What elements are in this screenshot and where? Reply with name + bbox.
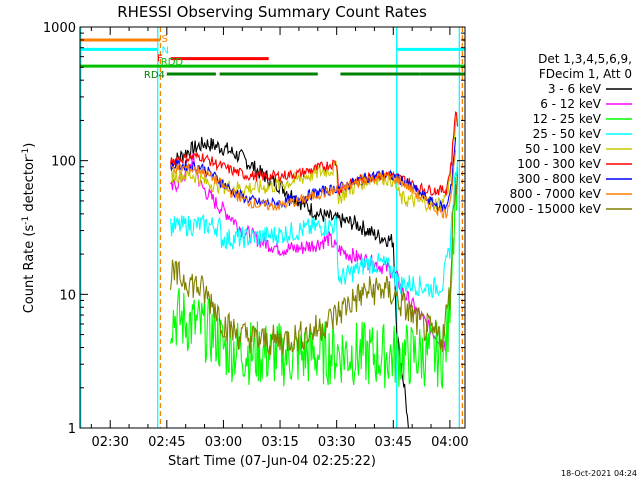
flag-label-rd4: RD4 <box>144 70 165 81</box>
flag-label-n: N <box>162 45 169 56</box>
flag-label-s: S <box>162 34 168 45</box>
series-line <box>170 160 459 299</box>
x-tick-label: 02:45 <box>148 435 185 450</box>
series-lines <box>170 111 459 429</box>
x-tick-label: 03:00 <box>205 435 242 450</box>
flag-label-f: F <box>157 54 163 65</box>
x-tick-label: 02:30 <box>91 435 128 450</box>
footer-date: 18-Oct-2021 04:24 <box>561 469 637 478</box>
series-line <box>170 150 457 219</box>
legend-entry-label: 25 - 50 keV <box>533 127 602 141</box>
legend-entry-label: 800 - 7000 keV <box>510 187 602 201</box>
legend-entry-label: 3 - 6 keV <box>548 82 602 96</box>
legend-entry-label: 6 - 12 keV <box>540 97 602 111</box>
series-line <box>170 136 409 429</box>
legend-entry-label: 7000 - 15000 keV <box>494 202 601 216</box>
axis-ticks: 02:30 02:45 03:00 03:15 03:30 03:45 04:00 1 10 10… <box>43 21 469 450</box>
series-line <box>170 166 459 389</box>
x-tick-label: 04:00 <box>431 435 468 450</box>
y-tick-label: 1 <box>68 422 76 437</box>
x-tick-label: 03:45 <box>375 435 412 450</box>
x-tick-label: 03:15 <box>261 435 298 450</box>
y-tick-label: 1000 <box>43 21 76 36</box>
legend-entry-label: 50 - 100 keV <box>525 142 602 156</box>
chart-title: RHESSI Observing Summary Count Rates <box>117 3 427 21</box>
x-axis-label: Start Time (07-Jun-04 02:25:22) <box>168 454 376 469</box>
y-axis-label: Count Rate (s-1 detector-1) <box>21 143 37 314</box>
plot-frame <box>79 26 466 429</box>
legend-entry-label: 12 - 25 keV <box>533 112 602 126</box>
legend-header-line-2: FDecim 1, Att 0 <box>539 67 632 81</box>
legend: Det 1,3,4,5,6,9, FDecim 1, Att 0 3 - 6 k… <box>494 52 632 216</box>
flag-label-rdd: RDD <box>161 57 184 68</box>
series-line <box>170 111 459 197</box>
legend-entry-label: 100 - 300 keV <box>517 157 601 171</box>
series-line <box>170 115 459 213</box>
series-line <box>170 173 459 356</box>
legend-header-line-1: Det 1,3,4,5,6,9, <box>538 52 632 66</box>
legend-entry-label: 300 - 800 keV <box>517 172 601 186</box>
x-tick-label: 03:30 <box>318 435 355 450</box>
marker-lines <box>80 27 464 428</box>
y-tick-label: 10 <box>59 288 76 303</box>
y-tick-label: 100 <box>51 155 76 170</box>
series-line <box>170 137 457 212</box>
